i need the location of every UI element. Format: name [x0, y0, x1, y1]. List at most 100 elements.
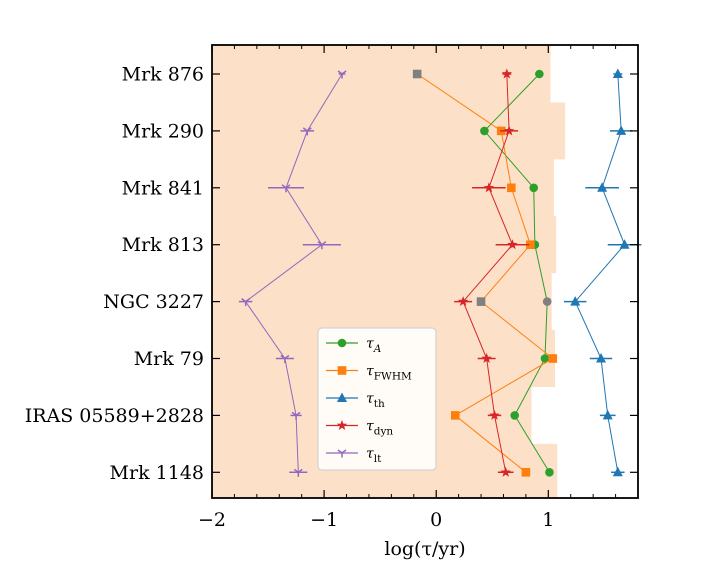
series-line	[416, 73, 554, 473]
y-axis: Mrk 876 Mrk 290 Mrk 841 Mrk 813 NGC 3227 Mrk …	[25, 64, 638, 484]
legend: τA τFWHM τth τdyn τlt	[317, 327, 437, 471]
series-0	[480, 69, 554, 477]
data-point-arm	[317, 241, 323, 246]
legend-label: τth	[366, 391, 385, 410]
series-4	[238, 70, 347, 477]
legend-item: τth	[326, 391, 385, 410]
legend-item: τdyn	[326, 419, 393, 438]
data-point	[596, 353, 607, 363]
data-point	[480, 126, 489, 136]
x-tick-label: −1	[310, 509, 338, 531]
legend-item: τFWHM	[326, 364, 412, 383]
series-line	[244, 73, 343, 473]
data-point	[619, 239, 630, 249]
data-point	[540, 354, 550, 363]
series-layer	[238, 68, 642, 477]
data-point	[612, 466, 623, 477]
data-point	[521, 468, 531, 477]
data-point	[545, 468, 554, 477]
data-point	[337, 70, 347, 79]
data-point	[317, 241, 327, 250]
legend-label: τdyn	[366, 419, 393, 438]
x-axis: −2 −1 0 1	[198, 45, 617, 531]
data-point	[548, 354, 558, 363]
data-point-arm	[302, 127, 308, 132]
shaded-region	[212, 45, 566, 498]
series-2	[564, 68, 642, 477]
data-point	[501, 68, 513, 79]
data-point-arm	[291, 411, 297, 416]
legend-marker-arm	[341, 449, 347, 454]
data-point	[507, 239, 518, 250]
shaded-area	[212, 45, 566, 498]
data-point-arm	[284, 354, 290, 360]
y-category-label: Mrk 290	[122, 120, 204, 142]
data-point	[241, 298, 251, 307]
data-point-arm	[337, 70, 343, 75]
data-point-arm	[306, 127, 312, 132]
y-category-label: Mrk 841	[122, 177, 204, 199]
data-point	[291, 411, 301, 420]
data-point	[503, 125, 515, 136]
x-tick-label: 1	[542, 509, 554, 531]
y-category-label: Mrk 79	[134, 348, 204, 370]
plot-frame	[211, 44, 639, 499]
data-point	[450, 411, 460, 420]
data-point	[293, 468, 303, 477]
data-point	[616, 125, 627, 135]
series-1	[412, 69, 558, 477]
x-tick-label: −2	[198, 509, 226, 531]
data-point	[570, 296, 581, 306]
data-point	[597, 182, 608, 192]
data-point	[489, 409, 500, 420]
data-point	[602, 409, 613, 420]
data-point	[412, 69, 422, 79]
data-point	[529, 183, 539, 193]
data-point	[302, 127, 312, 136]
data-point	[526, 240, 535, 249]
data-point	[507, 183, 516, 193]
data-point-arm	[295, 411, 301, 416]
data-point	[612, 68, 623, 78]
y-category-label: NGC 3227	[103, 291, 204, 313]
data-point-arm	[341, 70, 347, 75]
series-line	[462, 73, 514, 473]
data-point	[535, 69, 544, 79]
legend-item: τA	[326, 336, 382, 355]
data-point-arm	[285, 184, 291, 189]
series-line	[483, 73, 550, 473]
x-axis-title: log(τ/yr)	[384, 538, 465, 560]
data-point-arm	[321, 241, 327, 246]
data-point-arm	[297, 468, 303, 473]
data-point-arm	[241, 298, 247, 303]
data-point	[476, 297, 486, 306]
data-point	[500, 466, 511, 477]
x-tick-label: 0	[430, 509, 442, 531]
legend-marker	[336, 420, 348, 430]
legend-box	[317, 327, 437, 471]
data-point-arm	[293, 468, 299, 473]
series-line	[574, 73, 626, 473]
y-category-label: IRAS 05589+2828	[25, 405, 204, 427]
legend-label: τFWHM	[366, 364, 412, 383]
y-category-label: Mrk 813	[122, 234, 204, 256]
data-point	[281, 184, 291, 193]
legend-label: τA	[366, 336, 382, 355]
data-point-arm	[280, 354, 286, 360]
legend-label: τlt	[366, 446, 382, 465]
series-3	[454, 68, 530, 477]
legend-marker	[337, 449, 347, 458]
data-point	[280, 354, 290, 363]
legend-marker-arm	[337, 449, 343, 454]
legend-marker	[337, 338, 347, 348]
legend-marker	[337, 366, 347, 375]
data-point	[510, 411, 519, 420]
data-point	[481, 353, 492, 363]
y-category-label: Mrk 1148	[110, 462, 204, 484]
data-point-arm	[245, 298, 251, 303]
legend-item: τlt	[326, 446, 382, 465]
data-point	[542, 297, 552, 306]
legend-marker	[337, 392, 347, 402]
y-category-label: Mrk 876	[122, 64, 204, 86]
